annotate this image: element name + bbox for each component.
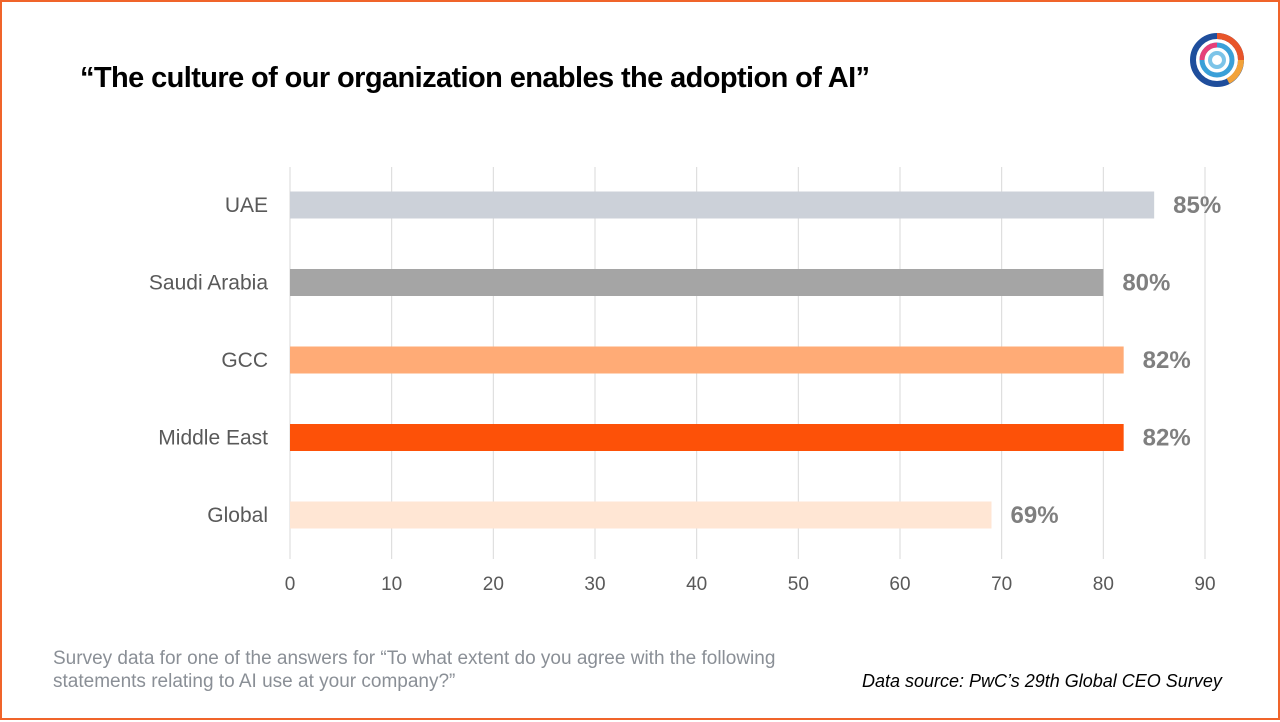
category-label: Global xyxy=(207,504,268,527)
value-label: 82% xyxy=(1143,347,1191,374)
bar xyxy=(290,191,1155,219)
x-tick-label: 20 xyxy=(483,574,504,595)
x-tick-label: 80 xyxy=(1093,574,1114,595)
bar xyxy=(290,501,992,529)
x-tick-label: 0 xyxy=(285,574,296,595)
category-label: Middle East xyxy=(158,427,268,450)
x-tick-label: 50 xyxy=(788,574,809,595)
category-label: Saudi Arabia xyxy=(149,272,268,295)
survey-footnote: Survey data for one of the answers for “… xyxy=(53,648,776,692)
category-label: UAE xyxy=(225,194,268,217)
bar xyxy=(290,269,1104,296)
category-label: GCC xyxy=(221,349,268,372)
value-label: 69% xyxy=(1011,502,1059,529)
data-source-note: Data source: PwC’s 29th Global CEO Surve… xyxy=(862,671,1222,691)
value-label: 85% xyxy=(1173,192,1221,219)
x-tick-label: 70 xyxy=(991,574,1012,595)
value-label: 80% xyxy=(1122,270,1170,297)
x-tick-label: 30 xyxy=(584,574,605,595)
chart-title: “The culture of our organization enables… xyxy=(80,62,870,94)
bar xyxy=(290,346,1124,374)
x-tick-label: 40 xyxy=(686,574,707,595)
x-tick-label: 90 xyxy=(1194,574,1215,595)
bar xyxy=(290,424,1124,451)
pwc-ring-logo-icon xyxy=(1190,33,1244,87)
value-label: 82% xyxy=(1143,425,1191,452)
x-tick-label: 60 xyxy=(889,574,910,595)
x-tick-label: 10 xyxy=(381,574,402,595)
